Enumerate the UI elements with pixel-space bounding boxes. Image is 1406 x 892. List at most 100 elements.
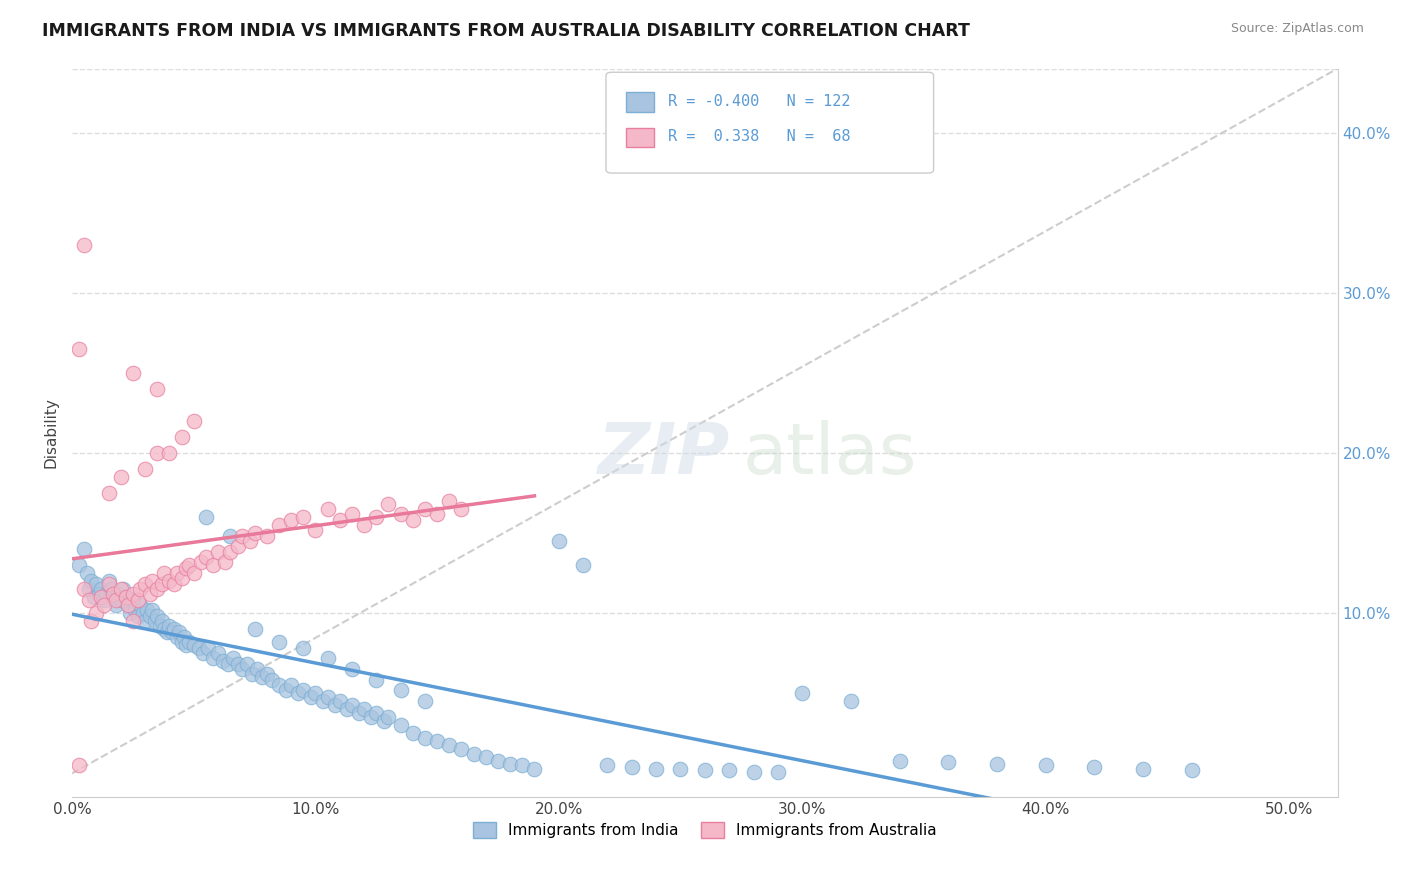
- Point: [243, 526, 266, 541]
- Point: [207, 545, 229, 559]
- Point: [439, 494, 461, 508]
- Point: [114, 590, 136, 604]
- Point: [177, 558, 200, 573]
- Point: [146, 382, 169, 396]
- Point: [413, 694, 436, 708]
- Point: [986, 756, 1008, 771]
- Point: [97, 577, 120, 591]
- Point: [236, 657, 259, 672]
- Point: [304, 686, 326, 700]
- Point: [439, 738, 461, 752]
- Point: [312, 694, 335, 708]
- Point: [77, 593, 100, 607]
- Point: [134, 614, 156, 628]
- Point: [353, 702, 375, 716]
- Point: [121, 587, 143, 601]
- Point: [153, 622, 176, 636]
- Point: [73, 542, 96, 557]
- Point: [450, 742, 472, 756]
- Point: [329, 694, 352, 708]
- Point: [97, 486, 120, 500]
- Point: [316, 690, 339, 704]
- Point: [153, 566, 176, 581]
- Point: [426, 507, 449, 521]
- Point: [146, 446, 169, 460]
- Point: [67, 758, 90, 772]
- Point: [287, 686, 309, 700]
- Point: [366, 673, 388, 688]
- Point: [131, 606, 153, 620]
- Point: [93, 593, 115, 607]
- Point: [160, 625, 183, 640]
- Point: [187, 641, 209, 656]
- Point: [1132, 762, 1154, 776]
- Point: [100, 582, 122, 597]
- Point: [114, 590, 136, 604]
- Point: [202, 651, 225, 665]
- Point: [90, 582, 112, 597]
- Point: [292, 641, 315, 656]
- Point: [146, 582, 169, 597]
- Point: [190, 555, 212, 569]
- Point: [121, 614, 143, 628]
- Point: [67, 558, 90, 573]
- Point: [77, 582, 100, 597]
- Point: [170, 635, 193, 649]
- Point: [214, 555, 236, 569]
- Point: [389, 683, 412, 698]
- Point: [219, 529, 242, 543]
- Point: [97, 574, 120, 589]
- Point: [149, 619, 172, 633]
- Point: [76, 566, 98, 581]
- Point: [112, 582, 135, 597]
- Point: [141, 574, 163, 589]
- Point: [336, 702, 359, 716]
- Point: [276, 683, 298, 698]
- Point: [499, 756, 522, 771]
- Point: [93, 598, 115, 612]
- Point: [121, 593, 143, 607]
- Point: [150, 577, 173, 591]
- Point: [620, 760, 643, 774]
- Point: [94, 587, 117, 601]
- Point: [839, 694, 862, 708]
- Point: [402, 726, 425, 740]
- Point: [166, 630, 188, 644]
- Point: [166, 566, 188, 581]
- Point: [103, 590, 125, 604]
- Point: [129, 598, 152, 612]
- Point: [143, 614, 166, 628]
- Point: [80, 574, 103, 589]
- Point: [304, 523, 326, 537]
- Point: [267, 678, 290, 692]
- Point: [547, 534, 569, 549]
- Point: [226, 539, 249, 553]
- Point: [889, 754, 911, 768]
- Text: atlas: atlas: [742, 420, 917, 490]
- Point: [377, 497, 399, 511]
- Point: [250, 670, 273, 684]
- Point: [572, 558, 595, 573]
- Point: [124, 603, 146, 617]
- Point: [163, 577, 186, 591]
- Text: IMMIGRANTS FROM INDIA VS IMMIGRANTS FROM AUSTRALIA DISABILITY CORRELATION CHART: IMMIGRANTS FROM INDIA VS IMMIGRANTS FROM…: [42, 22, 970, 40]
- Point: [389, 718, 412, 732]
- Point: [217, 657, 239, 672]
- Point: [183, 414, 205, 428]
- Point: [260, 673, 283, 688]
- Point: [280, 678, 302, 692]
- Point: [117, 598, 139, 612]
- Point: [323, 698, 346, 712]
- Point: [139, 587, 162, 601]
- Point: [1035, 758, 1057, 772]
- Y-axis label: Disability: Disability: [44, 398, 58, 468]
- Point: [127, 609, 149, 624]
- Point: [139, 609, 162, 624]
- Point: [107, 587, 129, 601]
- Point: [90, 590, 112, 604]
- Point: [340, 698, 363, 712]
- Point: [110, 470, 132, 484]
- Point: [157, 619, 180, 633]
- Point: [67, 342, 90, 356]
- Point: [645, 762, 668, 776]
